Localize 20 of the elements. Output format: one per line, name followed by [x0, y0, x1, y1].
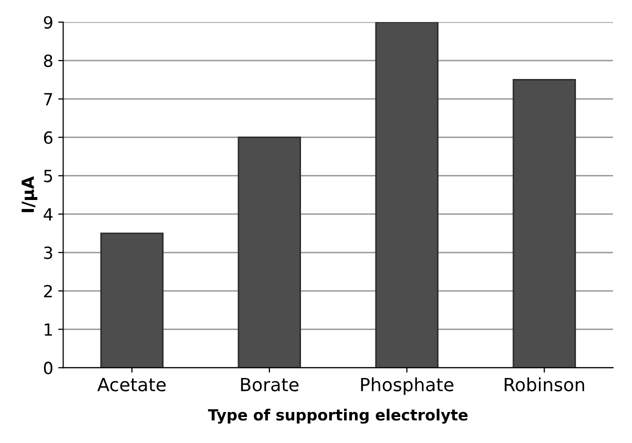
bar	[100, 232, 164, 368]
y-tick-label: 2	[44, 284, 52, 298]
y-tick-label: 8	[44, 54, 52, 68]
bar	[512, 79, 576, 368]
y-tick-label: 1	[44, 323, 52, 336]
x-axis-title: Type of supporting electrolyte	[208, 408, 468, 424]
y-tick-label: 3	[44, 246, 52, 260]
y-tick-label: 7	[44, 93, 52, 106]
bar	[238, 136, 302, 368]
x-tick-label: Robinson	[504, 377, 584, 392]
y-axis-title: I/μA	[22, 176, 38, 212]
y-tick-label: 4	[44, 208, 53, 220]
x-tick-label: Phosphate	[361, 377, 454, 395]
x-tick-label: Acetate	[97, 378, 166, 392]
bar	[375, 22, 438, 368]
y-tick-label: 0	[44, 362, 52, 374]
x-tick-label: Borate	[241, 378, 298, 392]
y-tick-label: 5	[44, 170, 52, 182]
y-tick-label: 6	[44, 131, 52, 144]
y-tick-label: 9	[44, 16, 52, 29]
